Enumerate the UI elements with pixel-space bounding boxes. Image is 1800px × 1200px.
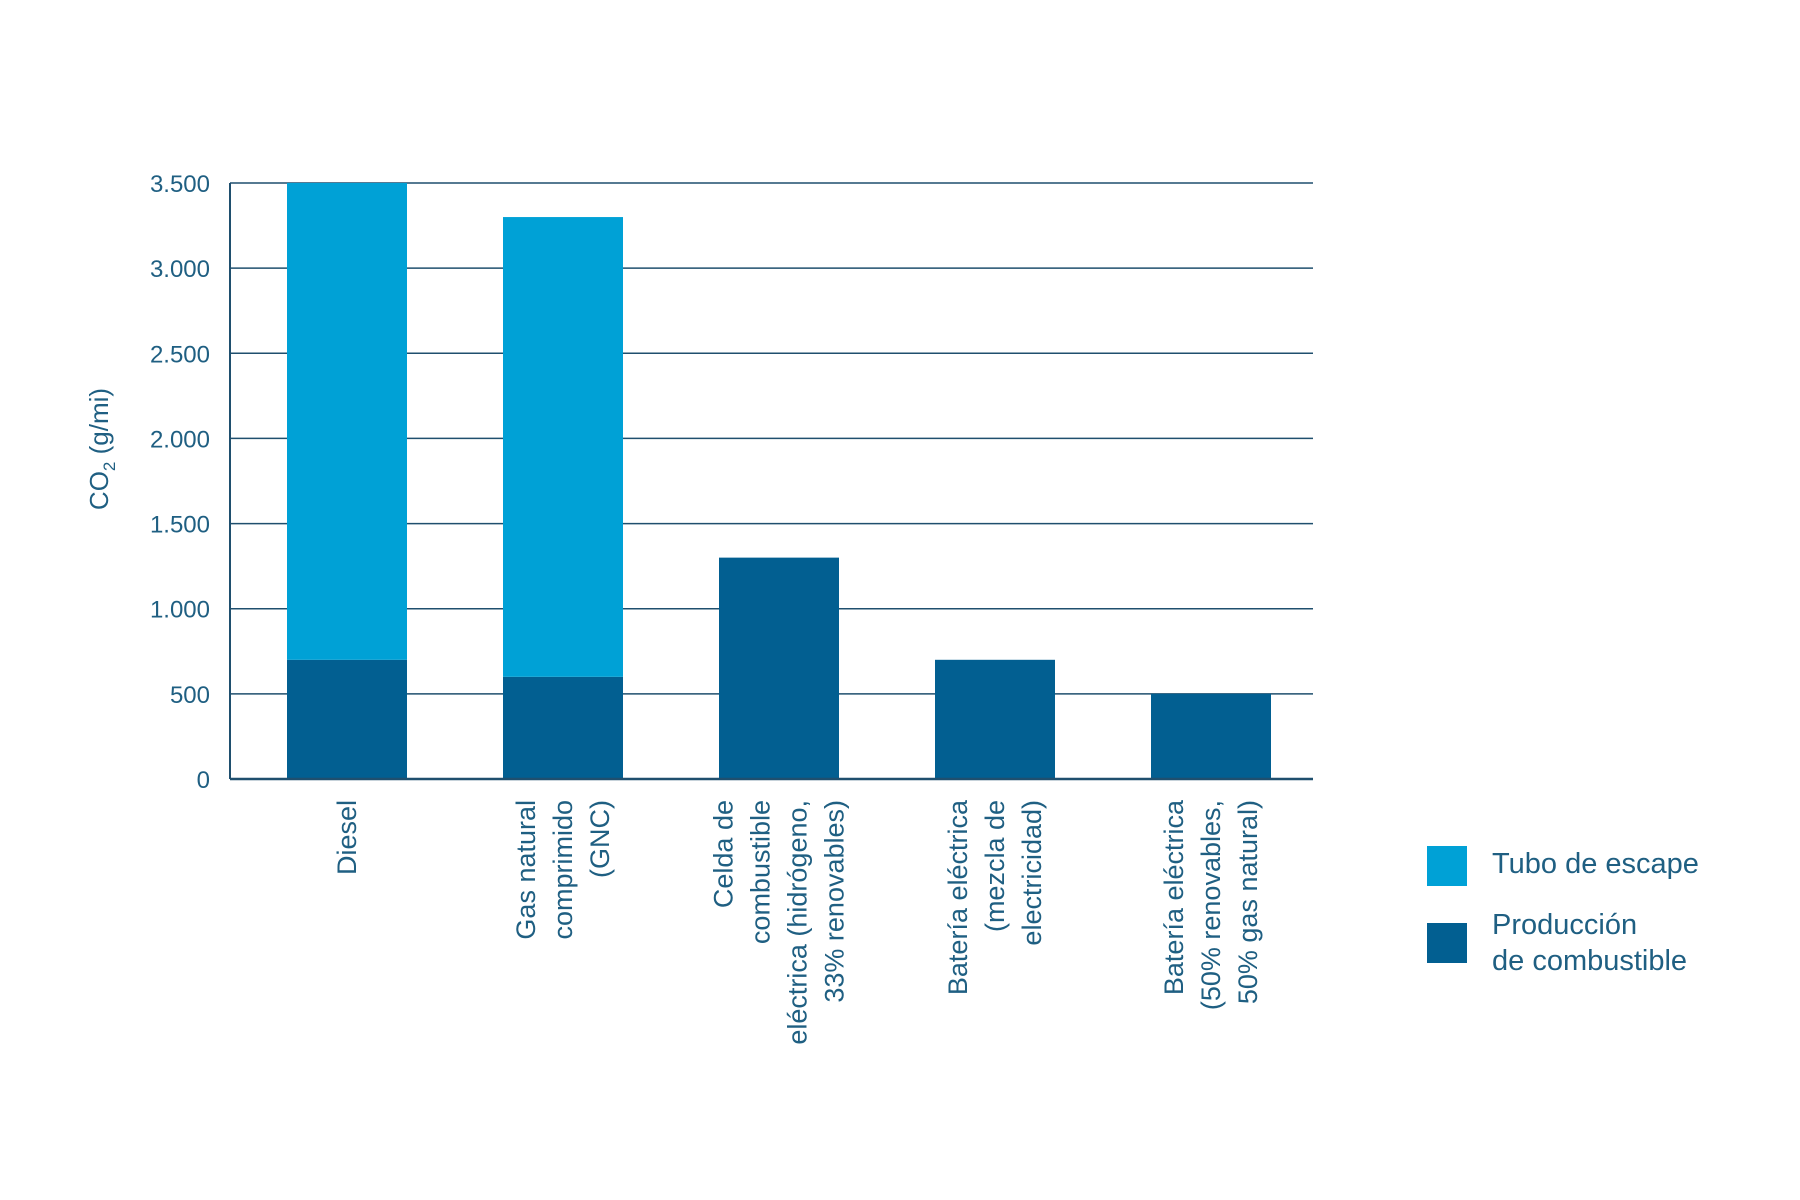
y-axis-label-main: CO — [84, 471, 114, 510]
y-axis-ticks: 0 500 1.000 1.500 2.000 2.500 3.000 3.500 — [150, 171, 210, 794]
category-label-line: (mezcla de — [980, 800, 1010, 932]
category-label: Batería eléctrica (50% renovables, 50% gas… — [1159, 799, 1263, 1010]
bar-tubo-de-escape — [503, 217, 623, 677]
axes — [229, 183, 1313, 781]
category-label-line: eléctrica (hidrógeno, — [783, 800, 813, 1045]
category-label-line: 50% gas natural) — [1233, 800, 1263, 1004]
category-label-line: (50% renovables, — [1196, 800, 1226, 1010]
y-tick-label: 2.000 — [150, 426, 210, 453]
legend-label: Producción de combustible — [1492, 909, 1687, 977]
category-label-line: (GNC) — [585, 800, 615, 878]
category-label-line: comprimido — [548, 800, 578, 940]
bar-tubo-de-escape — [287, 183, 407, 660]
category-label: Batería eléctrica (mezcla de electricidad) — [943, 799, 1047, 995]
category-label: Gas natural comprimido (GNC) — [511, 800, 615, 940]
y-axis-label-subscript: 2 — [100, 462, 119, 471]
y-tick-label: 3.000 — [150, 256, 210, 283]
legend-label-line: Producción — [1492, 909, 1637, 941]
legend-swatch — [1427, 923, 1467, 963]
category-label-line: Batería eléctrica — [1159, 799, 1189, 995]
category-label-line: 33% renovables) — [820, 800, 850, 1003]
y-tick-label: 2.500 — [150, 341, 210, 368]
legend-label-line: Tubo de escape — [1492, 848, 1699, 880]
bars — [287, 183, 1271, 779]
bar-producción-de-combustible — [503, 676, 623, 779]
x-axis-categories: Diesel Gas natural comprimido (GNC) Celda de… — [332, 799, 1263, 1045]
bar-producción-de-combustible — [935, 659, 1055, 779]
category-label: Diesel — [332, 800, 362, 875]
y-tick-label: 500 — [170, 682, 210, 709]
bar-producción-de-combustible — [287, 659, 407, 779]
category-label-line: Celda de — [709, 800, 739, 908]
category-label-line: Batería eléctrica — [943, 799, 973, 995]
y-tick-label: 1.000 — [150, 597, 210, 624]
y-tick-label: 3.500 — [150, 171, 210, 198]
bar-producción-de-combustible — [719, 557, 839, 779]
category-label-line: electricidad) — [1017, 800, 1047, 946]
legend: Tubo de escape Producción de combustible — [1427, 846, 1699, 977]
category-label: Celda de combustible eléctrica (hidrógeno,… — [709, 800, 850, 1045]
y-axis-label: CO2 (g/mi) — [84, 388, 119, 510]
legend-swatch — [1427, 846, 1467, 886]
bar-producción-de-combustible — [1151, 693, 1271, 779]
y-tick-label: 1.500 — [150, 512, 210, 539]
legend-label: Tubo de escape — [1492, 848, 1699, 880]
legend-label-line: de combustible — [1492, 945, 1687, 977]
category-label-line: Gas natural — [511, 800, 541, 940]
category-label-line: Diesel — [332, 800, 362, 875]
category-label-line: combustible — [746, 800, 776, 944]
y-axis-label-rest: (g/mi) — [84, 388, 114, 462]
gridlines — [230, 182, 1313, 695]
y-tick-label: 0 — [197, 767, 210, 794]
